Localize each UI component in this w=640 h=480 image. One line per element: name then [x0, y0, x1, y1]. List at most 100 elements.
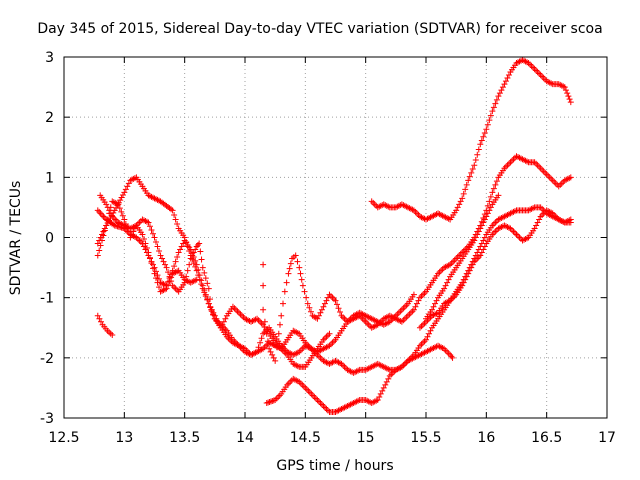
data-point-s5: [151, 234, 158, 241]
data-point-s6: [283, 279, 290, 286]
data-point-s6: [362, 318, 369, 325]
data-point-s3: [103, 222, 110, 229]
data-point-s7: [275, 393, 282, 400]
data-point-s8: [567, 216, 574, 223]
data-point-s9: [498, 87, 505, 94]
data-point-s6: [551, 178, 558, 185]
data-point-s6: [332, 297, 339, 304]
data-point-s6: [444, 263, 451, 270]
data-point-s7: [365, 398, 372, 405]
data-point-s6: [306, 304, 313, 311]
data-point-s6: [410, 306, 417, 313]
data-point-s7: [374, 396, 381, 403]
data-point-s5: [317, 354, 324, 361]
data-point-s3: [293, 362, 300, 369]
data-point-s5: [196, 240, 203, 247]
data-point-s9: [465, 177, 472, 184]
data-point-s6: [534, 162, 541, 169]
data-point-s6: [531, 159, 538, 166]
data-point-s9: [537, 72, 544, 79]
data-point-s5: [145, 219, 152, 226]
data-point-s5: [162, 261, 169, 268]
data-point-s5: [146, 223, 153, 230]
data-point-s7: [427, 327, 434, 334]
data-point-s8: [564, 217, 571, 224]
y-tick-label: -3: [40, 411, 54, 427]
data-point-s6: [292, 252, 299, 259]
data-point-s2: [119, 212, 126, 219]
data-point-s5: [445, 350, 452, 357]
data-point-s4: [149, 261, 156, 268]
data-point-s9: [475, 146, 482, 153]
data-point-s6: [301, 288, 308, 295]
data-point-s9: [462, 186, 469, 193]
x-tick-label: 12.5: [48, 430, 79, 446]
data-point-s8: [468, 264, 475, 271]
data-point-s3: [125, 180, 132, 187]
data-point-s1: [94, 312, 101, 319]
data-point-s7: [490, 220, 497, 227]
data-point-s6: [567, 174, 574, 181]
data-point-s9: [419, 214, 426, 221]
data-point-s3: [113, 204, 120, 211]
data-point-s7: [385, 375, 392, 382]
data-point-s8: [515, 232, 522, 239]
data-point-s9: [558, 82, 565, 89]
plot-data: [94, 57, 574, 415]
data-point-s3: [124, 183, 131, 190]
data-point-s4: [383, 320, 390, 327]
x-tick-label: 15.5: [410, 430, 441, 446]
data-point-s9: [502, 78, 509, 85]
data-point-s9: [501, 81, 508, 88]
data-point-s7: [276, 392, 283, 399]
data-point-s6: [338, 312, 345, 319]
data-point-s1: [96, 315, 103, 322]
data-point-s4: [234, 308, 241, 315]
data-point-s4: [238, 312, 245, 319]
data-point-s8: [498, 223, 505, 230]
data-point-s8: [416, 324, 423, 331]
data-point-s9: [565, 93, 572, 100]
data-point-s4: [232, 306, 239, 313]
data-point-s7: [311, 393, 318, 400]
data-point-s2: [184, 278, 191, 285]
data-point-s4: [154, 272, 161, 279]
data-point-s3: [321, 335, 328, 342]
data-point-s7: [424, 333, 431, 340]
data-point-s5: [293, 350, 300, 357]
data-point-s6: [270, 354, 277, 361]
data-point-s9: [505, 72, 512, 79]
data-point-s5: [149, 230, 156, 237]
data-point-s7: [395, 365, 402, 372]
data-point-s10: [433, 297, 440, 304]
data-point-s5: [106, 207, 113, 214]
data-point-s8: [492, 228, 499, 235]
data-point-s5: [189, 252, 196, 259]
data-point-s6: [315, 312, 322, 319]
data-point-s8: [472, 257, 479, 264]
data-point-s9: [454, 204, 461, 211]
data-point-s4: [96, 208, 103, 215]
data-point-s6: [416, 294, 423, 301]
data-point-s7: [269, 397, 276, 404]
data-point-s9: [484, 121, 491, 128]
data-point-s6: [307, 308, 314, 315]
data-point-s6: [304, 300, 311, 307]
data-point-s8: [475, 254, 482, 261]
data-point-s7: [317, 399, 324, 406]
data-point-s4: [258, 320, 265, 327]
data-point-s9: [395, 202, 402, 209]
data-point-s9: [492, 100, 499, 107]
data-point-s8: [522, 236, 529, 243]
data-point-s9: [496, 90, 503, 97]
data-point-s6: [297, 270, 304, 277]
data-point-s7: [383, 378, 390, 385]
data-point-s7: [492, 219, 499, 226]
data-point-s4: [172, 258, 179, 265]
x-axis-label: GPS time / hours: [276, 458, 393, 474]
data-point-s6: [415, 297, 422, 304]
data-point-s10: [480, 219, 487, 226]
data-point-s7: [537, 204, 544, 211]
data-point-s6: [400, 317, 407, 324]
